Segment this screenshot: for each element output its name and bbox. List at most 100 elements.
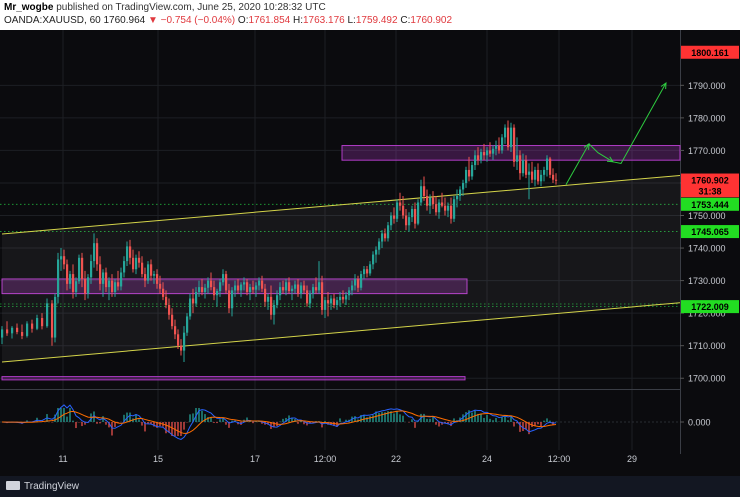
candle-body xyxy=(303,285,306,291)
candle-body xyxy=(297,284,300,294)
candle-body xyxy=(363,269,366,275)
candle-body xyxy=(477,155,480,161)
time-axis[interactable]: 11 15 17 12:00 22 24 12:00 29 xyxy=(58,454,637,464)
high-value: 1763.176 xyxy=(303,15,345,26)
candle-body xyxy=(114,282,117,292)
supply-demand-zone[interactable] xyxy=(1,376,466,381)
price-label-text: 1745.065 xyxy=(691,227,729,237)
candle-body xyxy=(213,287,216,296)
candle-body xyxy=(555,179,558,181)
candle-body xyxy=(225,274,228,291)
candle-body xyxy=(150,264,153,276)
candle-body xyxy=(528,171,531,175)
arrowhead-target xyxy=(660,82,667,90)
low-value: 1759.492 xyxy=(355,15,398,26)
candle-body xyxy=(63,256,66,265)
candle-body xyxy=(105,272,108,288)
candle-body xyxy=(390,215,393,226)
candle-body xyxy=(273,305,276,315)
candle-body xyxy=(177,334,180,346)
y-tick-label: 1720.000 xyxy=(688,309,726,319)
candle-body xyxy=(300,285,303,294)
channel-line[interactable] xyxy=(1,174,681,235)
candle-body xyxy=(315,287,318,291)
channel-line[interactable] xyxy=(1,302,681,363)
open-label: O: xyxy=(235,15,249,26)
candle-body xyxy=(279,287,282,296)
candle-body xyxy=(342,296,345,300)
candle-body xyxy=(402,205,405,216)
x-tick-label: 17 xyxy=(250,454,260,464)
x-tick-label: 29 xyxy=(627,454,637,464)
tradingview-logo[interactable]: TradingView xyxy=(6,481,79,492)
candle-body xyxy=(483,152,486,156)
footer-bar: TradingView xyxy=(0,476,740,497)
candle-body xyxy=(468,169,471,177)
candle-body xyxy=(537,169,540,182)
candle-body xyxy=(318,282,321,291)
candle-body xyxy=(189,298,192,317)
candle-body xyxy=(129,246,132,258)
projection-layer xyxy=(565,82,667,185)
candle-body xyxy=(438,202,441,213)
chart-header: Mr_wogbe published on TradingView.com, J… xyxy=(0,0,740,30)
candle-body xyxy=(414,209,417,224)
candle-body xyxy=(75,281,78,292)
price-label-box xyxy=(681,184,739,198)
candle-body xyxy=(525,160,528,175)
symbol-label[interactable]: OANDA:XAUUSD, 60 xyxy=(4,15,101,26)
low-label: L: xyxy=(344,15,356,26)
candle-body xyxy=(198,287,201,292)
y-tick-label: 1750.000 xyxy=(688,211,726,221)
candle-body xyxy=(93,243,96,262)
y-tick-label: 1700.000 xyxy=(688,374,726,384)
candle-body xyxy=(456,195,459,200)
x-tick-label: 12:00 xyxy=(548,454,571,464)
candle-body xyxy=(441,202,444,206)
candle-body xyxy=(204,287,207,292)
candle-body xyxy=(138,257,141,263)
candle-body xyxy=(282,287,285,291)
candle-body xyxy=(228,290,231,309)
candle-body xyxy=(306,290,309,304)
candle-body xyxy=(123,261,126,273)
author-name[interactable]: Mr_wogbe xyxy=(4,2,54,13)
candle-body xyxy=(447,205,450,211)
candle-body xyxy=(240,284,243,291)
price-chart[interactable]: 0.000 1700.000 1710.000 1720.000 1730.000 17… xyxy=(0,30,740,476)
candle-body xyxy=(87,277,90,294)
candle-body xyxy=(465,169,468,183)
candle-body xyxy=(252,287,255,290)
candle-body xyxy=(11,327,14,334)
candle-body xyxy=(111,280,114,292)
candle-body xyxy=(480,152,483,161)
candle-body xyxy=(510,127,513,148)
candle-body xyxy=(165,296,168,306)
candle-body xyxy=(543,169,546,175)
candle-body xyxy=(459,189,462,196)
candle-body xyxy=(381,233,384,242)
candle-body xyxy=(519,155,522,174)
candle-body xyxy=(417,202,420,224)
candle-body xyxy=(222,274,225,283)
candle-body xyxy=(378,241,381,250)
candle-body xyxy=(408,217,411,226)
candle-body xyxy=(120,272,123,287)
candle-body xyxy=(399,202,402,206)
candle-body xyxy=(327,300,330,304)
candle-body xyxy=(6,329,9,334)
y-tick-label: 1780.000 xyxy=(688,113,726,123)
projection-path[interactable] xyxy=(565,82,667,185)
candle-body xyxy=(195,291,198,304)
candle-body xyxy=(1,329,4,338)
candle-body xyxy=(156,274,159,284)
last-price: 1760.964 xyxy=(100,15,148,26)
candle-body xyxy=(57,259,60,297)
candle-body xyxy=(354,278,357,286)
indicator-tick-label: 0.000 xyxy=(688,418,711,428)
candle-body xyxy=(216,291,219,296)
candle-body xyxy=(108,280,111,288)
candle-body xyxy=(411,209,414,218)
candle-body xyxy=(450,205,453,219)
candle-body xyxy=(540,174,543,182)
